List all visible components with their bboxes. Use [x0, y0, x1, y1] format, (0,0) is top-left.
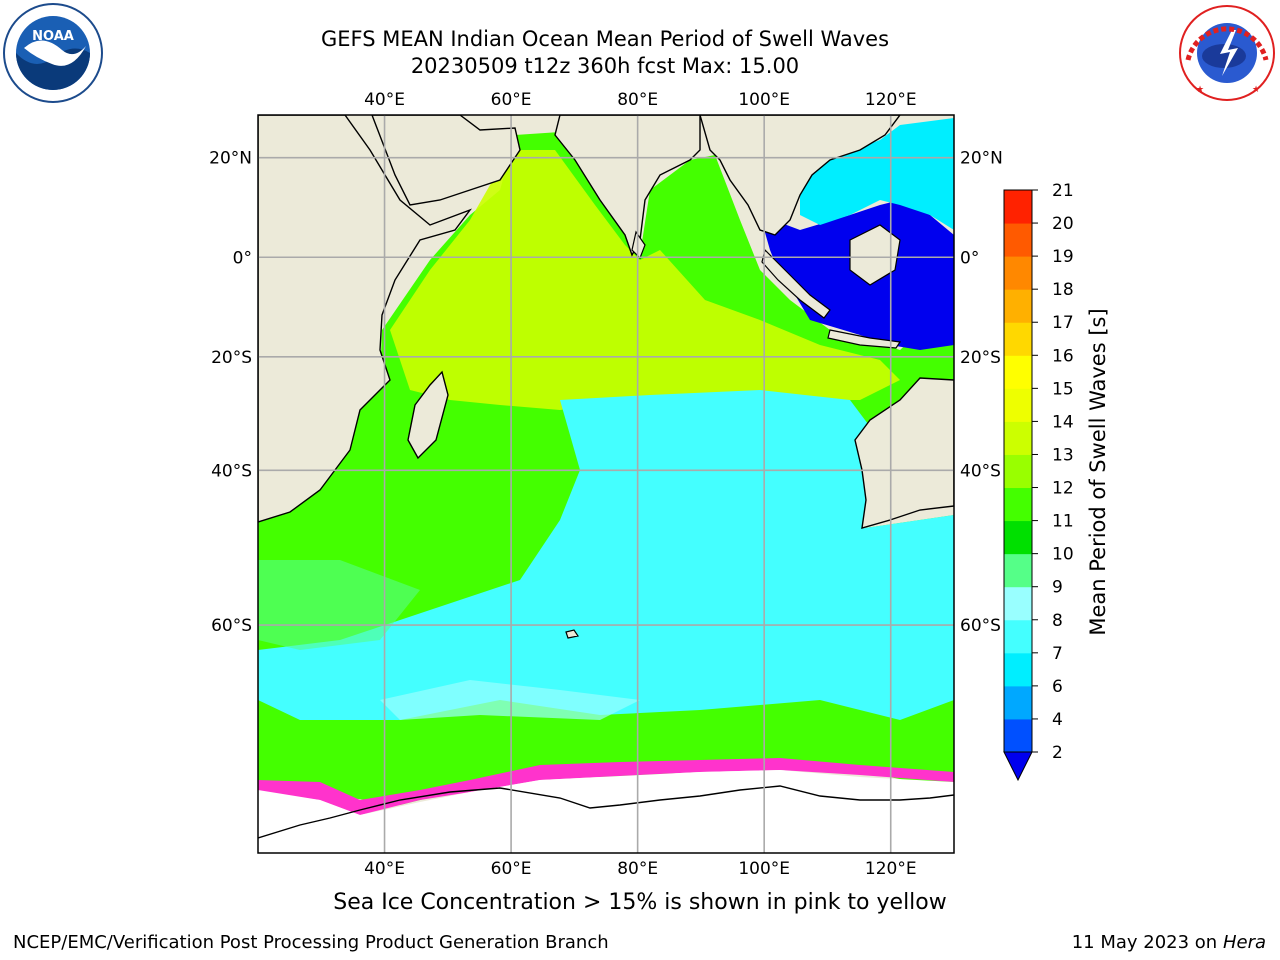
lat-label-left: 40°S: [211, 461, 252, 481]
noaa-logo: NOAA: [3, 3, 103, 103]
colorbar-label: Mean Period of Swell Waves [s]: [1086, 308, 1110, 635]
colorbar-tick-label: 8: [1052, 611, 1063, 631]
colorbar-tick-label: 4: [1052, 710, 1063, 730]
lat-label-right: 20°N: [960, 149, 1003, 169]
colorbar-swatch: [1004, 421, 1032, 455]
map-frame: [257, 114, 955, 854]
colorbar-swatch: [1004, 619, 1032, 654]
colorbar-tick-label: 18: [1052, 280, 1074, 300]
colorbar-swatch: [1004, 586, 1032, 621]
mid-period-region: [258, 390, 954, 720]
colorbar-swatch: [1004, 190, 1032, 224]
colorbar-swatch: [1004, 685, 1032, 720]
sumatra-land: [761, 248, 831, 319]
java-land: [827, 329, 902, 349]
svg-text:★: ★: [1196, 85, 1204, 95]
lat-label-right: 60°S: [960, 616, 1001, 636]
colorbar-swatch: [1004, 454, 1032, 489]
colorbar-tick-label: 16: [1052, 346, 1074, 366]
colorbar-swatch: [1004, 487, 1032, 522]
colorbar-swatch: [1004, 289, 1032, 323]
lon-label-top: 60°E: [491, 90, 532, 110]
colorbar-tick-label: 13: [1052, 445, 1074, 465]
tick-labels: 40°E 40°E 60°E 60°E 80°E 80°E 100°E 100°E 120°E 1…: [209, 90, 1003, 879]
colorbar-tick-label: 19: [1052, 247, 1074, 267]
colorbar-tick-label: 7: [1052, 644, 1063, 664]
colorbar-tick-label: 9: [1052, 578, 1063, 598]
colorbar-tick-label: 11: [1052, 512, 1074, 532]
colorbar-swatch: [1004, 553, 1032, 588]
colorbar-tick-label: 15: [1052, 379, 1074, 399]
colorbar-tick-label: 10: [1052, 545, 1074, 565]
africa-land: [258, 115, 472, 523]
colorbar-swatch: [1004, 652, 1032, 687]
lat-label-right: 20°S: [960, 348, 1001, 368]
svg-text:★: ★: [1252, 85, 1260, 95]
lon-label-bottom: 120°E: [865, 859, 917, 879]
antarctica-coast: [258, 785, 954, 839]
madagascar-land: [407, 370, 449, 460]
lon-label-top: 80°E: [617, 90, 658, 110]
lat-label-left: 20°S: [211, 348, 252, 368]
graticule: [258, 115, 954, 853]
arabia-land: [371, 115, 521, 206]
lat-label-left: 0°: [233, 248, 252, 268]
antarctica: [258, 770, 954, 853]
footer-date: 11 May 2023 on Hera: [1072, 932, 1266, 953]
colorbar-tick-label: 14: [1052, 412, 1074, 432]
colorbar-swatch: [1004, 718, 1032, 753]
colorbar-swatch: [1004, 355, 1032, 389]
colorbar-swatch: [1004, 520, 1032, 555]
high-period-region: [390, 150, 900, 410]
map-title: GEFS MEAN Indian Ocean Mean Period of Sw…: [320, 27, 890, 51]
lon-label-bottom: 40°E: [364, 859, 405, 879]
lon-label-top: 40°E: [364, 90, 405, 110]
lon-label-top: 120°E: [865, 90, 917, 110]
mid-period-patches: [380, 680, 640, 720]
lon-label-bottom: 100°E: [738, 859, 790, 879]
colorbar-swatch: [1004, 322, 1032, 356]
map-subtitle: 20230509 t12z 360h fcst Max: 15.00: [410, 54, 800, 78]
lon-label-bottom: 80°E: [617, 859, 658, 879]
colorbar-tick-label: 21: [1052, 181, 1074, 201]
nws-logo: ★ ★: [1178, 4, 1276, 102]
footer-host: Hera: [1222, 932, 1266, 953]
footer-credit: NCEP/EMC/Verification Post Processing Pr…: [13, 932, 609, 953]
lat-label-right: 0°: [960, 248, 979, 268]
colorbar-swatch: [1004, 388, 1032, 422]
borneo-land: [849, 224, 901, 286]
lon-label-bottom: 60°E: [491, 859, 532, 879]
lat-label-right: 40°S: [960, 461, 1001, 481]
colorbar-tick-label: 20: [1052, 214, 1074, 234]
colorbar-tick-label: 2: [1052, 743, 1063, 763]
svg-text:NOAA: NOAA: [32, 29, 74, 44]
colorbar-tick-label: 17: [1052, 313, 1074, 333]
lat-label-left: 20°N: [209, 149, 252, 169]
sea-ice-edge: [258, 758, 954, 815]
colorbar: 2 4 6 7 8 9 10 11 12 13 14 15 16 17 18 19 20 21: [1003, 181, 1074, 782]
lon-label-top: 100°E: [738, 90, 790, 110]
se-asia-land: [699, 115, 901, 236]
map-area: [258, 115, 954, 853]
sea-ice-note: Sea Ice Concentration > 15% is shown in …: [333, 890, 947, 915]
footer-date-text: 11 May 2023 on: [1071, 932, 1218, 953]
colorbar-tick-label: 12: [1052, 479, 1074, 499]
colorbar-frame: [1003, 189, 1033, 753]
kerguelen-land: [565, 629, 579, 639]
south-china-sea: [800, 118, 954, 230]
colorbar-swatch: [1004, 256, 1032, 290]
australia-land: [854, 377, 954, 529]
colorbar-swatch: [1004, 223, 1032, 257]
colorbar-tick-label: 6: [1052, 677, 1063, 697]
lat-label-left: 60°S: [211, 616, 252, 636]
colorbar-under-triangle: [1003, 751, 1033, 782]
green-patch-west: [258, 560, 420, 650]
